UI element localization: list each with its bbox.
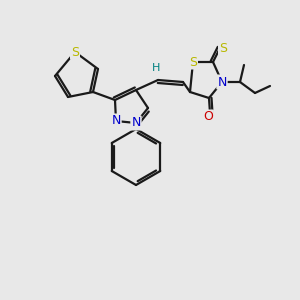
- Text: N: N: [111, 115, 121, 128]
- Text: S: S: [219, 41, 227, 55]
- Text: O: O: [203, 110, 213, 124]
- Text: N: N: [131, 116, 141, 130]
- Text: N: N: [217, 76, 227, 88]
- Text: S: S: [71, 46, 79, 59]
- Text: H: H: [152, 63, 160, 73]
- Text: S: S: [189, 56, 197, 68]
